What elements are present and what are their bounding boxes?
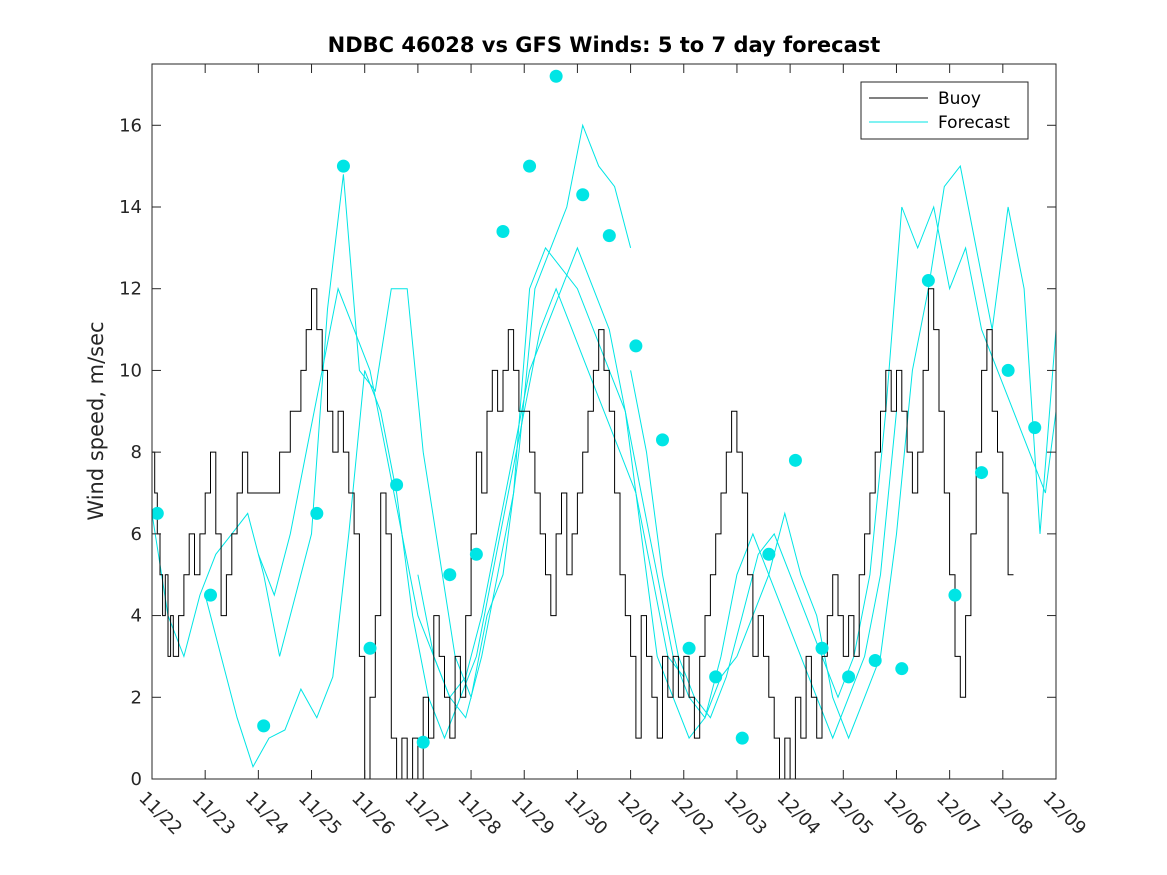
forecast-point: [310, 506, 324, 520]
forecast-point: [815, 641, 829, 655]
forecast-point: [549, 69, 563, 83]
forecast-point: [496, 225, 510, 239]
forecast-point: [921, 274, 935, 288]
forecast-point: [762, 547, 776, 561]
forecast-point: [443, 568, 457, 582]
forecast-point: [868, 654, 882, 668]
forecast-point: [629, 339, 643, 353]
legend-box: [860, 81, 1029, 140]
forecast-point: [1028, 421, 1042, 435]
forecast-point: [602, 229, 616, 243]
buoy-line: [152, 288, 1014, 779]
y-tick-label: 12: [119, 279, 142, 300]
forecast-point: [152, 506, 164, 520]
forecast-point: [523, 159, 537, 173]
y-tick-label: 14: [119, 197, 142, 218]
y-axis-label: Wind speed, m/sec: [84, 321, 108, 520]
legend: Buoy Forecast: [860, 81, 1029, 140]
forecast-point: [655, 433, 669, 447]
y-tick-label: 6: [131, 524, 142, 545]
forecast-point: [390, 478, 404, 492]
forecast-point: [576, 188, 590, 202]
forecast-point: [788, 453, 802, 467]
forecast-point: [257, 719, 271, 733]
forecast-point: [416, 735, 430, 749]
forecast-point: [735, 731, 749, 745]
forecast-point: [363, 641, 377, 655]
forecast-point: [895, 662, 909, 676]
y-tick-label: 0: [131, 769, 142, 790]
forecast-point: [203, 588, 217, 602]
legend-buoy-label: Buoy: [938, 89, 981, 109]
forecast-point: [948, 588, 962, 602]
forecast-point: [975, 466, 989, 480]
y-tick-label: 16: [119, 115, 142, 136]
forecast-line-6: [736, 164, 1056, 740]
forecast-point: [709, 670, 723, 684]
plot-area: [152, 69, 1056, 779]
axes-box: [151, 63, 1057, 780]
y-tick-label: 2: [131, 687, 142, 708]
series-group: [152, 69, 1056, 779]
forecast-point: [469, 547, 483, 561]
forecast-point: [842, 670, 856, 684]
chart-title: NDBC 46028 vs GFS Winds: 5 to 7 day fore…: [328, 33, 881, 57]
forecast-line-3: [257, 246, 738, 719]
forecast-point: [1001, 363, 1015, 377]
legend-forecast-label: Forecast: [938, 113, 1010, 133]
y-tick-label: 10: [119, 360, 142, 381]
forecast-point: [682, 641, 696, 655]
y-axis: 0 2 4 6 8 10 12 14 16: [119, 115, 1056, 790]
y-tick-label: 4: [131, 606, 142, 627]
forecast-point: [336, 159, 350, 173]
forecast-line-2: [204, 287, 685, 768]
y-tick-label: 8: [131, 442, 142, 463]
